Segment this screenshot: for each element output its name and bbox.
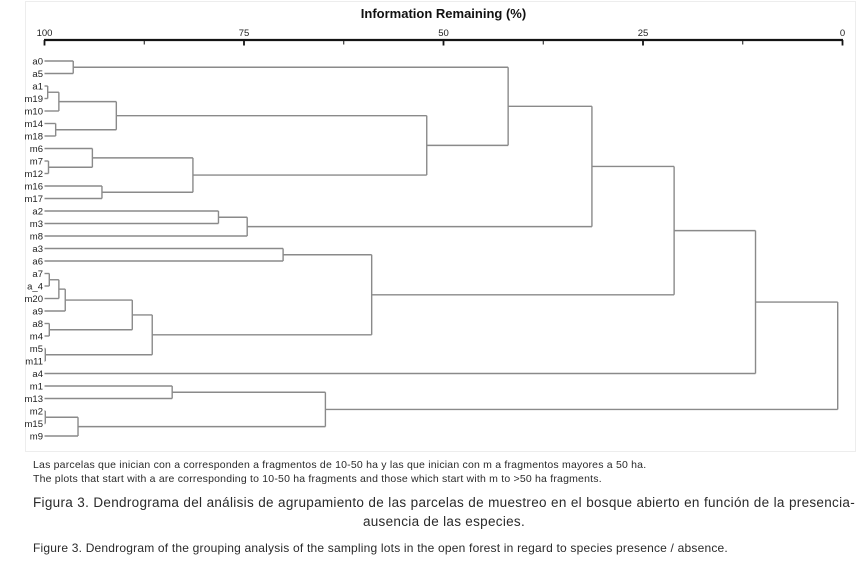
- dendrogram-lines: [44, 60, 839, 437]
- leaf-label: a4: [32, 369, 43, 380]
- figure-captions: Las parcelas que inician con a correspon…: [33, 458, 855, 556]
- leaf-label: a0: [32, 57, 43, 68]
- leaf-label: m11: [25, 357, 43, 368]
- leaf-label: m9: [30, 432, 43, 443]
- leaf-label: a5: [32, 69, 43, 80]
- leaf-label: m3: [30, 219, 43, 230]
- axis-tick-label: 0: [840, 28, 845, 39]
- axis: 100 75 50 25 0 Information Remaining (%): [37, 6, 845, 46]
- axis-title: Information Remaining (%): [361, 6, 526, 21]
- leaf-label: m7: [30, 157, 43, 168]
- leaf-label: m5: [30, 344, 43, 355]
- leaf-label: a_4: [27, 282, 43, 293]
- axis-tick-label: 50: [438, 28, 449, 39]
- caption-figura-es: Figura 3. Dendrograma del análisis de ag…: [33, 495, 855, 529]
- leaf-label: m18: [25, 132, 43, 143]
- leaf-label: m6: [30, 144, 43, 155]
- leaf-label: m17: [25, 194, 43, 205]
- caption-figure-en: Figure 3. Dendrogram of the grouping ana…: [33, 541, 728, 555]
- caption-note-es: Las parcelas que inician con a correspon…: [33, 459, 647, 471]
- caption-note-en: The plots that start with a are correspo…: [33, 473, 602, 485]
- leaf-label: a3: [32, 244, 43, 255]
- leaf-label: m1: [30, 382, 43, 393]
- leaf-label: a8: [32, 319, 43, 330]
- axis-tick-label: 100: [37, 28, 53, 39]
- leaf-label: m14: [25, 119, 43, 130]
- leaf-label: a2: [32, 207, 43, 218]
- leaf-label: m12: [25, 169, 43, 180]
- leaf-label: a1: [32, 82, 43, 93]
- leaf-label: m16: [25, 182, 43, 193]
- leaf-label: a6: [32, 257, 43, 268]
- axis-tick-label: 75: [239, 28, 250, 39]
- leaf-label: m10: [25, 107, 43, 118]
- leaf-label: m2: [30, 407, 43, 418]
- leaf-label: a7: [32, 269, 43, 280]
- leaf-label: m20: [25, 294, 43, 305]
- leaf-label: m15: [25, 419, 43, 430]
- leaf-label: m8: [30, 232, 43, 243]
- leaf-label: m19: [25, 94, 43, 105]
- leaf-label: m4: [30, 332, 43, 343]
- leaf-label: a9: [32, 307, 43, 318]
- leaf-label: m13: [25, 394, 43, 405]
- axis-tick-label: 25: [638, 28, 649, 39]
